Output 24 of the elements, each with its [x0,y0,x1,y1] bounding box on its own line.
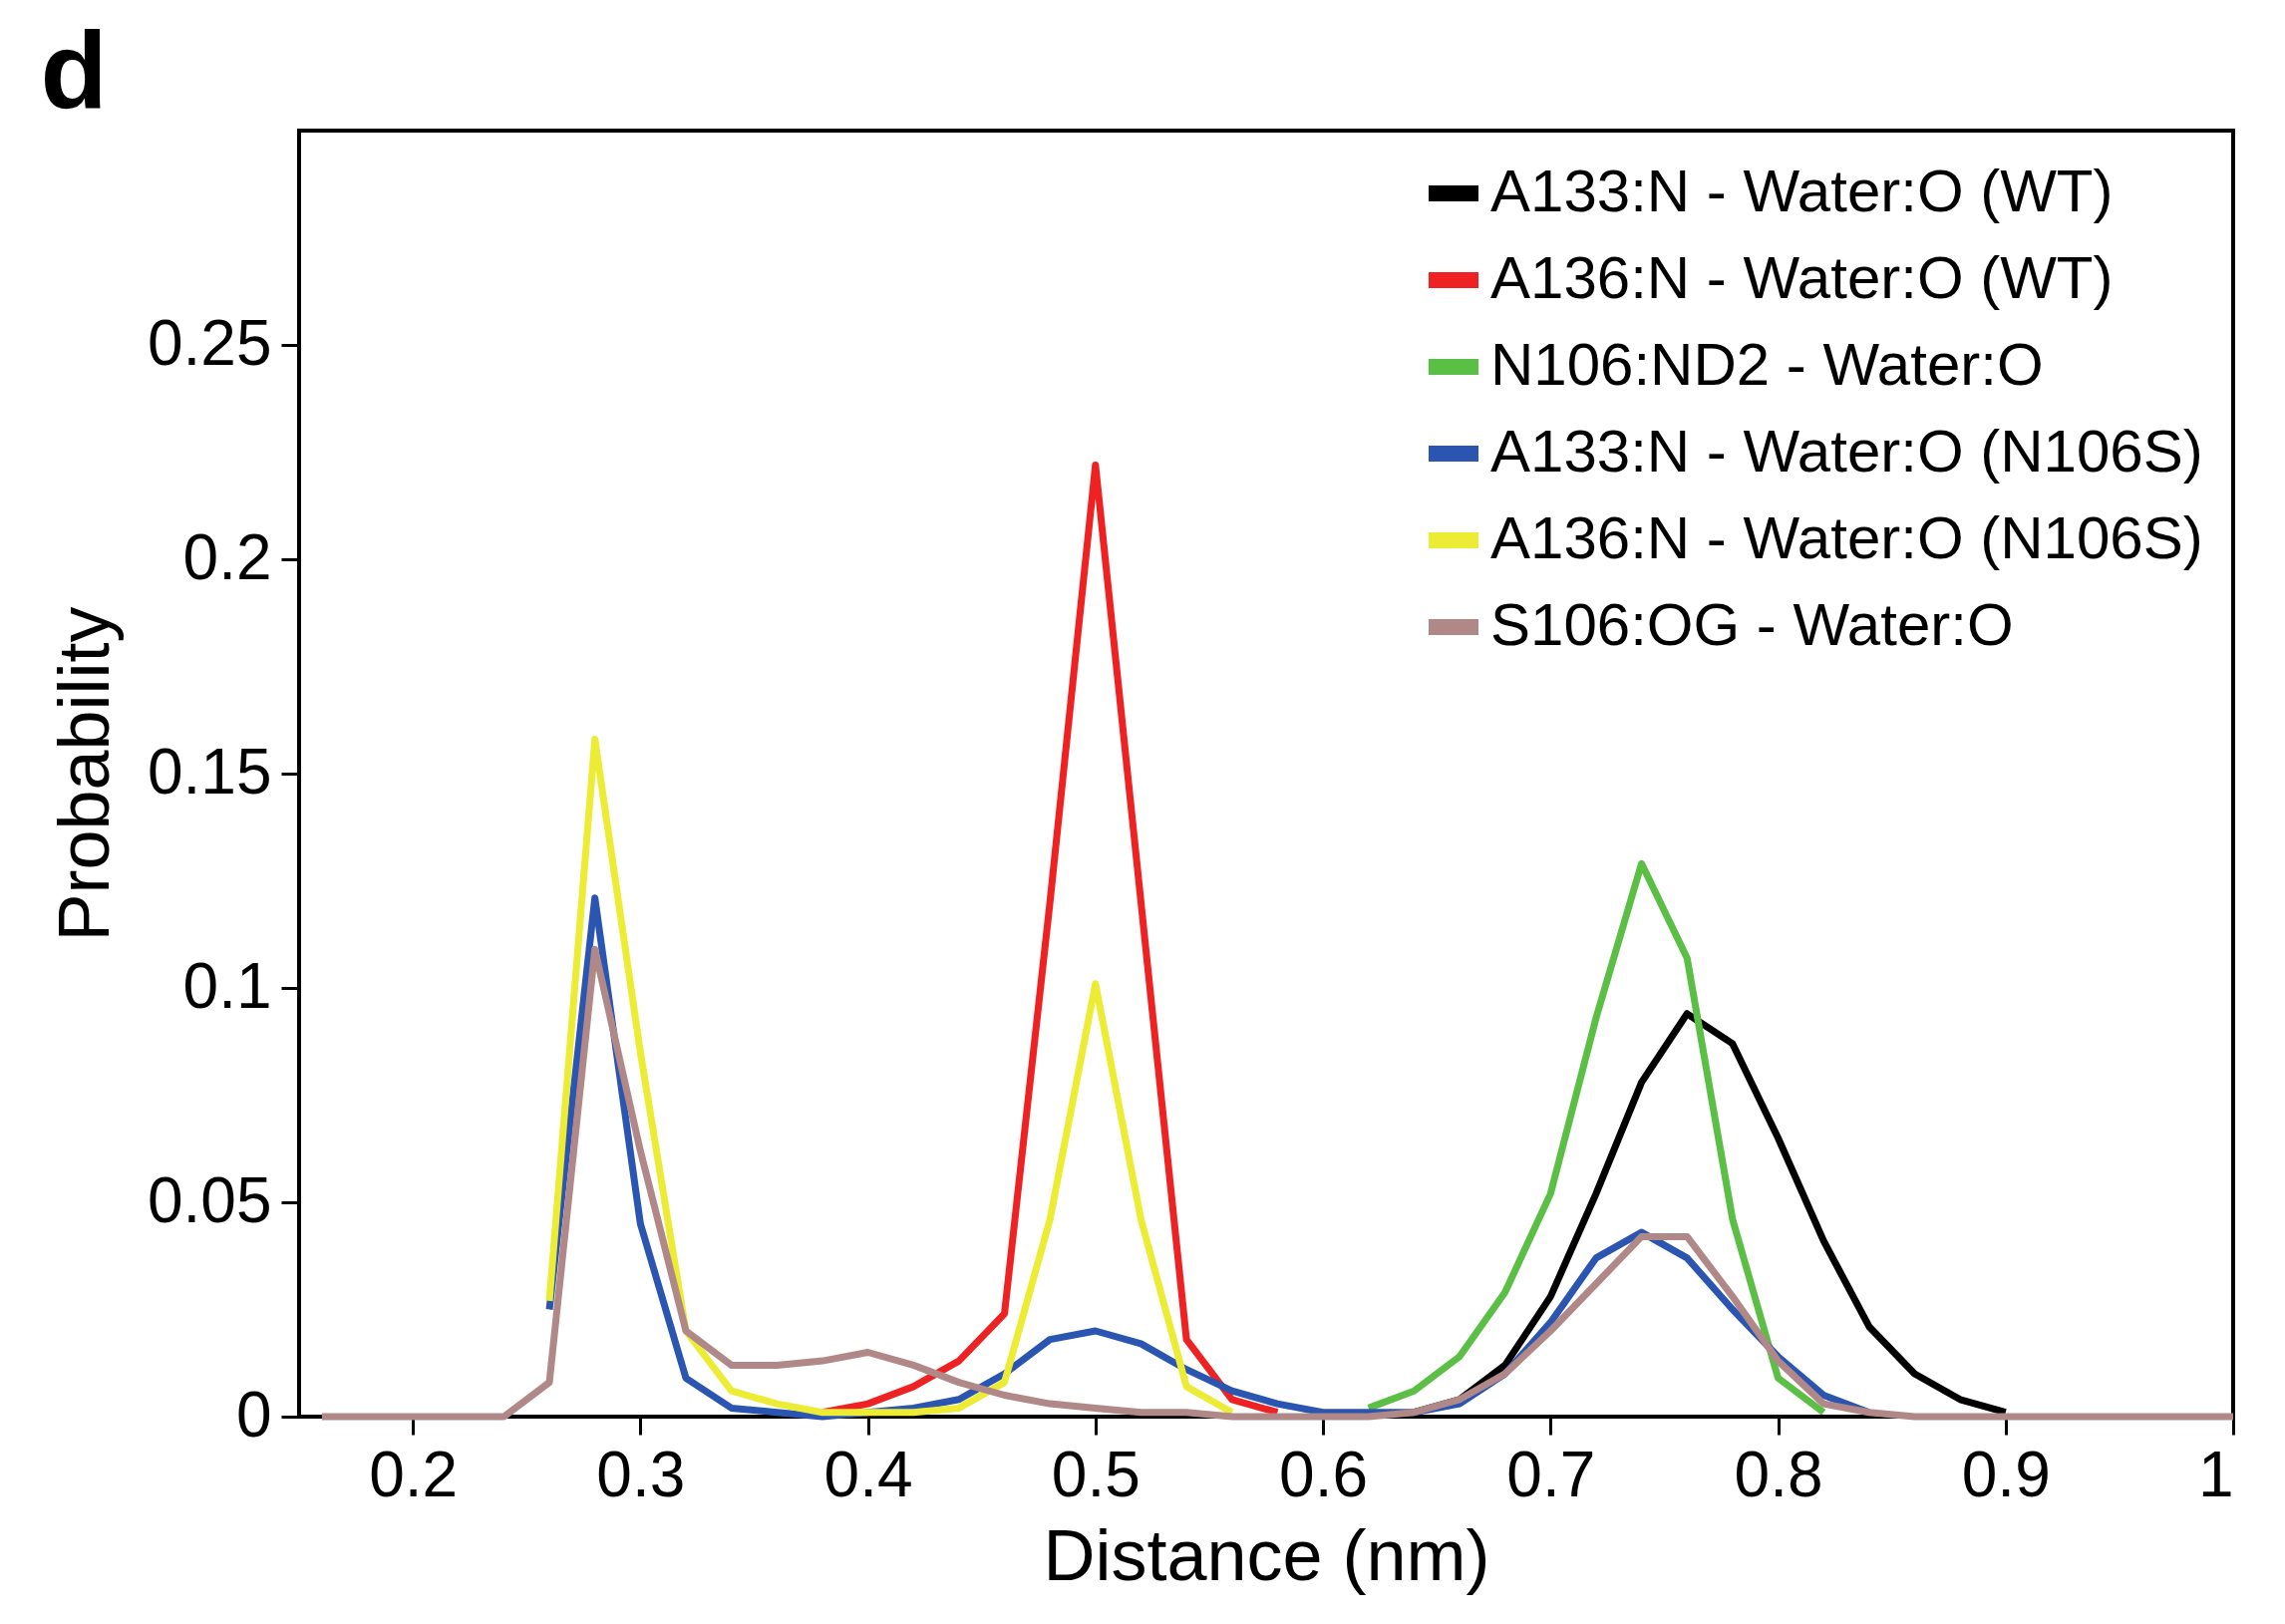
x-axis-title: Distance (nm) [1043,1514,1490,1595]
x-tick-label: 0.6 [1279,1438,1369,1510]
y-tick-label: 0.15 [147,735,272,808]
y-tick-label: 0.1 [182,949,272,1022]
legend-label: A136:N - Water:O (WT) [1490,244,2114,311]
x-tick-label: 0.8 [1734,1438,1823,1510]
x-tick-label: 1 [2197,1438,2234,1510]
legend-label: S106:OG - Water:O [1490,591,2014,658]
y-axis-title: Probability [43,606,124,942]
chart-title: d [40,8,108,131]
x-tick-label: 0.4 [823,1438,913,1510]
x-tick-label: 0.5 [1051,1438,1141,1510]
x-tick-label: 0.2 [369,1438,459,1510]
legend-label: A136:N - Water:O (N106S) [1490,504,2203,571]
x-tick-label: 0.3 [596,1438,686,1510]
y-tick-label: 0.25 [147,306,272,379]
legend-label: N106:ND2 - Water:O [1490,331,2044,398]
legend-label: A133:N - Water:O (WT) [1490,158,2114,224]
y-tick-label: 0 [235,1378,272,1451]
y-tick-label: 0.05 [147,1163,272,1236]
x-tick-label: 0.9 [1961,1438,2051,1510]
legend-label: A133:N - Water:O (N106S) [1490,418,2203,485]
x-tick-label: 0.7 [1506,1438,1596,1510]
y-tick-label: 0.2 [182,520,272,593]
